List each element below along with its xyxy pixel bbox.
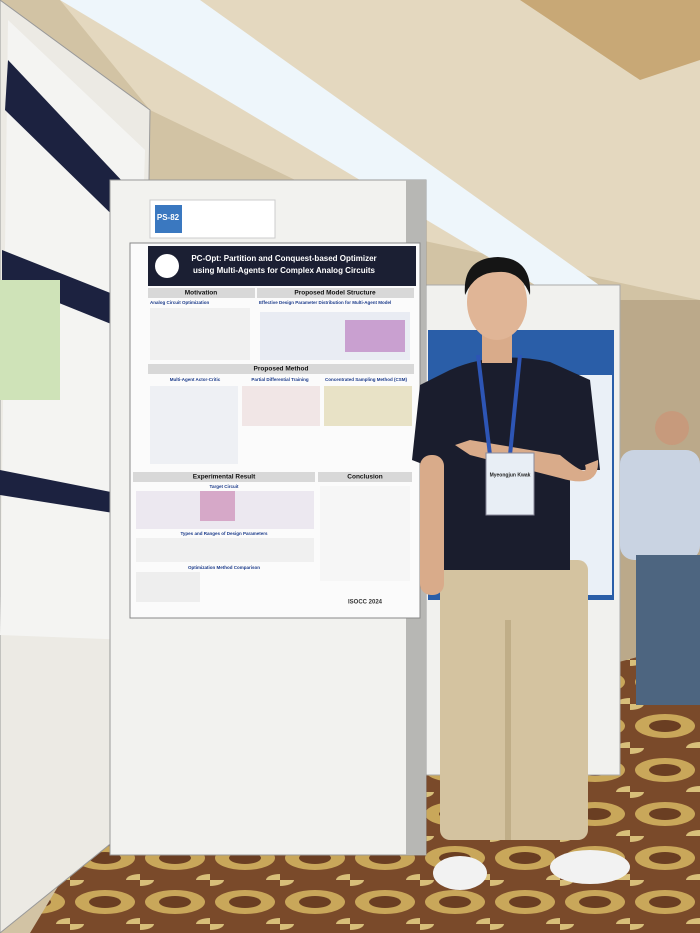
shoe — [550, 850, 630, 884]
left-poster-band — [0, 470, 126, 515]
lanyard — [508, 354, 522, 456]
section-header — [148, 288, 255, 298]
left-poster-band — [2, 250, 128, 330]
name-badge — [485, 452, 535, 516]
pants-gap — [505, 620, 511, 840]
text-block — [320, 486, 410, 581]
poster-title: using Multi-Agents for Complex Analog Ci… — [193, 266, 375, 275]
figure — [345, 320, 405, 352]
subsection-title: Optimization Method Comparison — [188, 565, 260, 570]
section-header — [148, 364, 414, 374]
ceiling-fixture — [520, 0, 700, 80]
table — [136, 572, 200, 602]
title-bar — [148, 246, 416, 286]
figure — [324, 386, 412, 426]
left-poster-band — [5, 60, 140, 240]
badge-box — [155, 205, 182, 233]
name-badge-text: Myeongjun Kwak — [490, 472, 531, 478]
subsection-title: Concentrated Sampling Method (CSM) — [325, 377, 408, 382]
head — [467, 264, 527, 340]
ceiling-light — [60, 0, 620, 300]
text-block — [150, 308, 250, 360]
visitor-jeans — [636, 555, 700, 705]
section-header — [318, 472, 412, 482]
section-header — [133, 472, 315, 482]
section-title: Experimental Result — [193, 474, 256, 481]
subsection-title: Multi-Agent Actor-Critic — [170, 377, 221, 382]
pants — [440, 560, 588, 840]
shoe — [433, 856, 487, 890]
section-title: Motivation — [185, 290, 218, 297]
visitor-shirt — [620, 450, 700, 560]
figure — [150, 386, 238, 464]
section-title: Proposed Method — [254, 366, 309, 373]
subsection-title: Target Circuit — [210, 484, 239, 489]
subsection-title: Partial Differential Training — [251, 377, 309, 382]
subsection-title: Types and Ranges of Design Parameters — [181, 531, 268, 536]
hair — [464, 257, 531, 295]
logo — [155, 254, 179, 278]
table — [136, 538, 314, 562]
visitor-head — [655, 411, 689, 445]
poster-badge: PS-82 — [157, 213, 180, 222]
section-title: Proposed Model Structure — [294, 290, 376, 297]
arm — [420, 455, 444, 595]
conference-logo: ISOCC 2024 — [348, 600, 383, 606]
poster-title: PC-Opt: Partition and Conquest-based Opt… — [191, 254, 376, 263]
subsection-title: Effective Design Parameter Distribution … — [259, 300, 391, 305]
left-poster-figure — [0, 280, 60, 400]
subsection-title: Analog Circuit Optimization — [150, 300, 210, 305]
section-header — [257, 288, 414, 298]
figure — [242, 386, 320, 426]
section-title: Conclusion — [347, 474, 382, 481]
figure — [200, 491, 235, 521]
lanyard — [476, 354, 492, 456]
